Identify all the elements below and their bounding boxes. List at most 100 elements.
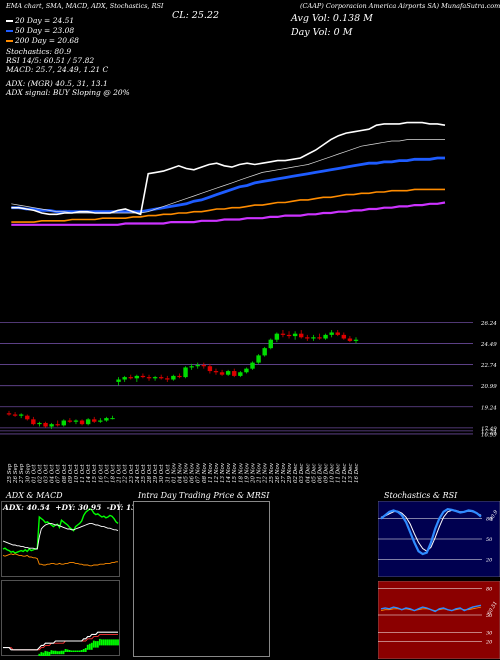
- adx-signal-label: ADX signal: BUY Sloping @ 20%: [6, 88, 130, 97]
- date-tick-label: 05 Dec: [311, 464, 317, 484]
- price-line: [11, 121, 446, 216]
- macd-histogram-bar: [109, 639, 111, 646]
- macd-histogram-bar: [115, 639, 117, 646]
- date-tick-label: 14 Oct: [86, 464, 92, 483]
- date-tick-label: 05 Nov: [184, 462, 190, 483]
- stochastics-label: Stochastics: 80.9: [6, 47, 72, 56]
- candle-body: [134, 375, 140, 379]
- date-tick-label: 11 Nov: [208, 462, 214, 483]
- price-tick-label: 19.24: [481, 405, 497, 411]
- macd-histogram-bar: [42, 652, 45, 656]
- macd-histogram-bar: [66, 649, 69, 652]
- macd-histogram-bar: [80, 650, 83, 652]
- candle-body: [311, 337, 316, 339]
- adx-macd-title: ADX & MACD: [6, 491, 63, 500]
- adx-values: ADX: 40.54 +DY: 30.95 -DY: 13.7: [3, 503, 145, 512]
- price-tick-label: 16.99: [481, 432, 497, 438]
- macd-histogram-bar: [44, 650, 47, 656]
- macd-histogram-bar: [62, 650, 65, 655]
- price-guide-lines: [0, 321, 473, 435]
- stoch-rsi-title: Stochastics & RSI: [384, 491, 458, 500]
- date-tick-label: 26 Nov: [275, 462, 281, 484]
- date-tick-label: 24 Oct: [135, 464, 141, 484]
- date-tick-label: 30 Sep: [25, 463, 31, 483]
- candle-body: [225, 371, 231, 375]
- purple-ma-line: [11, 201, 446, 226]
- candle-body: [110, 418, 115, 420]
- intraday-panel: [133, 501, 270, 657]
- date-tick-label: 27 Sep: [19, 463, 25, 484]
- macd-histogram-bar: [40, 652, 43, 656]
- candle-body: [317, 337, 322, 339]
- candle-body: [165, 378, 170, 380]
- plus-di-line: [2, 508, 119, 554]
- sma200-line: [11, 188, 445, 223]
- candle-body: [201, 365, 207, 367]
- date-tick-label: 22 Nov: [263, 462, 269, 484]
- candle-body: [55, 424, 60, 426]
- candle-body: [146, 377, 152, 379]
- price-chart: 26.24 24.49 22.74 20.99 19.24 17.4917.2416.99…: [0, 121, 497, 484]
- candle-body: [195, 365, 200, 367]
- candle-body: [183, 367, 188, 378]
- macd-histogram-bar: [94, 641, 97, 648]
- date-tick-label: 16 Oct: [98, 464, 104, 483]
- candle-body: [299, 333, 304, 338]
- candle-body: [244, 368, 249, 373]
- candle-body: [73, 420, 79, 422]
- macd-histogram-bar: [88, 643, 91, 650]
- candle-body: [232, 371, 237, 376]
- date-tick-label: 03 Dec: [299, 464, 305, 484]
- rsi-tick-label: 50: [486, 613, 493, 619]
- stoch-tick-label: 50: [486, 537, 493, 543]
- price-tick-label: 17.24: [481, 429, 497, 435]
- candle-body: [171, 375, 176, 380]
- date-tick-label: 02 Dec: [293, 464, 299, 484]
- macd-histogram-bar: [52, 650, 55, 655]
- candle-body: [67, 420, 73, 422]
- macd-histogram-bar: [96, 641, 99, 648]
- price-tick-label: 22.74: [480, 363, 497, 369]
- sma20-legend: 20 Day = 24.51: [6, 16, 74, 25]
- date-tick-label: 15 Oct: [92, 464, 98, 483]
- date-tick-label: 09 Oct: [68, 464, 74, 483]
- date-tick-label: 01 Oct: [31, 464, 37, 483]
- candle-body: [341, 334, 347, 339]
- macd-histogram-bar: [90, 642, 93, 650]
- candle-body: [177, 375, 182, 378]
- price-tick-label: 17.49: [481, 426, 497, 432]
- date-tick-label: 19 Nov: [244, 462, 250, 483]
- price-tick-label: 20.99: [480, 384, 497, 390]
- sma200-legend: 200 Day = 20.68: [6, 36, 79, 45]
- date-tick-label: 22 Oct: [123, 464, 129, 484]
- candle-body: [158, 377, 164, 379]
- date-tick-label: 09 Dec: [324, 464, 330, 484]
- stochastics-panel: 80 50 20 80.9: [378, 501, 500, 577]
- candle-body: [49, 424, 54, 427]
- candle-body: [189, 366, 194, 368]
- candle-body: [18, 414, 24, 416]
- candle-body: [268, 339, 273, 349]
- macd-histogram-bar: [38, 653, 41, 656]
- macd-histogram-bar: [117, 639, 119, 646]
- date-tick-label: 21 Nov: [257, 462, 263, 484]
- date-tick-label: 18 Oct: [111, 464, 117, 483]
- stoch-k-line: [380, 507, 482, 556]
- macd-histogram-bar: [92, 640, 95, 648]
- candle-body: [122, 377, 127, 380]
- macd-histogram-bar: [84, 648, 87, 652]
- macd-histogram-bar: [64, 649, 67, 652]
- candle-body: [128, 377, 133, 379]
- candle-body: [347, 338, 353, 341]
- date-tick-label: 06 Nov: [190, 462, 196, 483]
- date-tick-label: 13 Nov: [220, 462, 226, 483]
- macd-histogram-bar: [70, 650, 73, 652]
- candle-body: [37, 422, 42, 425]
- candle-body: [238, 372, 243, 376]
- date-tick-label: 02 Oct: [37, 464, 43, 483]
- price-tick-label: 26.24: [480, 321, 497, 327]
- candle-body: [79, 420, 85, 425]
- avg-volume-label: Avg Vol: 0.138 M: [291, 13, 373, 24]
- candle-body: [250, 362, 255, 369]
- date-tick-label: 10 Dec: [330, 464, 336, 484]
